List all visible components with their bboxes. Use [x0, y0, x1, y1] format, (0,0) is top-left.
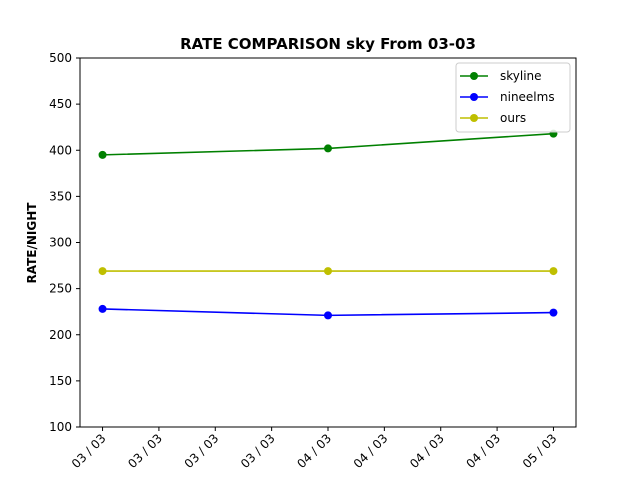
data-point-nineelms [324, 311, 332, 320]
y-tick-label: 150 [49, 374, 72, 388]
data-point-nineelms [98, 304, 107, 313]
x-tick-label: 04 / 03 [351, 431, 391, 471]
y-tick-label: 400 [49, 143, 72, 157]
legend-box [455, 62, 571, 133]
x-tick-label: 03 / 03 [238, 431, 278, 471]
y-tick-label: 450 [49, 97, 72, 111]
x-tick-label: 03 / 03 [182, 431, 222, 471]
axes-frame [79, 57, 577, 428]
legend-label-ours: ours [500, 111, 526, 125]
legend-label-skyline: skyline [500, 69, 542, 83]
data-point-ours [324, 267, 332, 276]
legend-marker-ours [470, 114, 478, 122]
data-point-ours [98, 267, 107, 276]
y-tick-label: 100 [49, 420, 72, 434]
y-tick-label: 300 [49, 236, 72, 250]
x-tick-label: 05 / 03 [520, 431, 560, 471]
legend-label-nineelms: nineelms [500, 90, 555, 104]
y-axis-label: RATE/NIGHT [25, 202, 39, 284]
data-point-skyline [98, 150, 107, 159]
x-tick-label: 04 / 03 [294, 431, 334, 471]
legend-marker-nineelms [470, 93, 478, 101]
data-point-nineelms [549, 308, 558, 317]
chart-title: RATE COMPARISON sky From 03-03 [180, 35, 476, 53]
x-tick-label: 04 / 03 [407, 431, 447, 471]
y-tick-label: 500 [49, 51, 72, 65]
y-tick-label: 200 [49, 328, 72, 342]
x-tick-label: 03 / 03 [69, 431, 109, 471]
legend: skyline nineelms ours [455, 62, 571, 133]
x-tick-label: 04 / 03 [463, 431, 503, 471]
y-tick-label: 350 [49, 189, 72, 203]
data-point-skyline [324, 144, 332, 153]
x-tick-label: 03 / 03 [125, 431, 165, 471]
legend-marker-skyline [470, 72, 478, 80]
y-tick-label: 250 [49, 282, 72, 296]
data-point-ours [549, 267, 558, 276]
